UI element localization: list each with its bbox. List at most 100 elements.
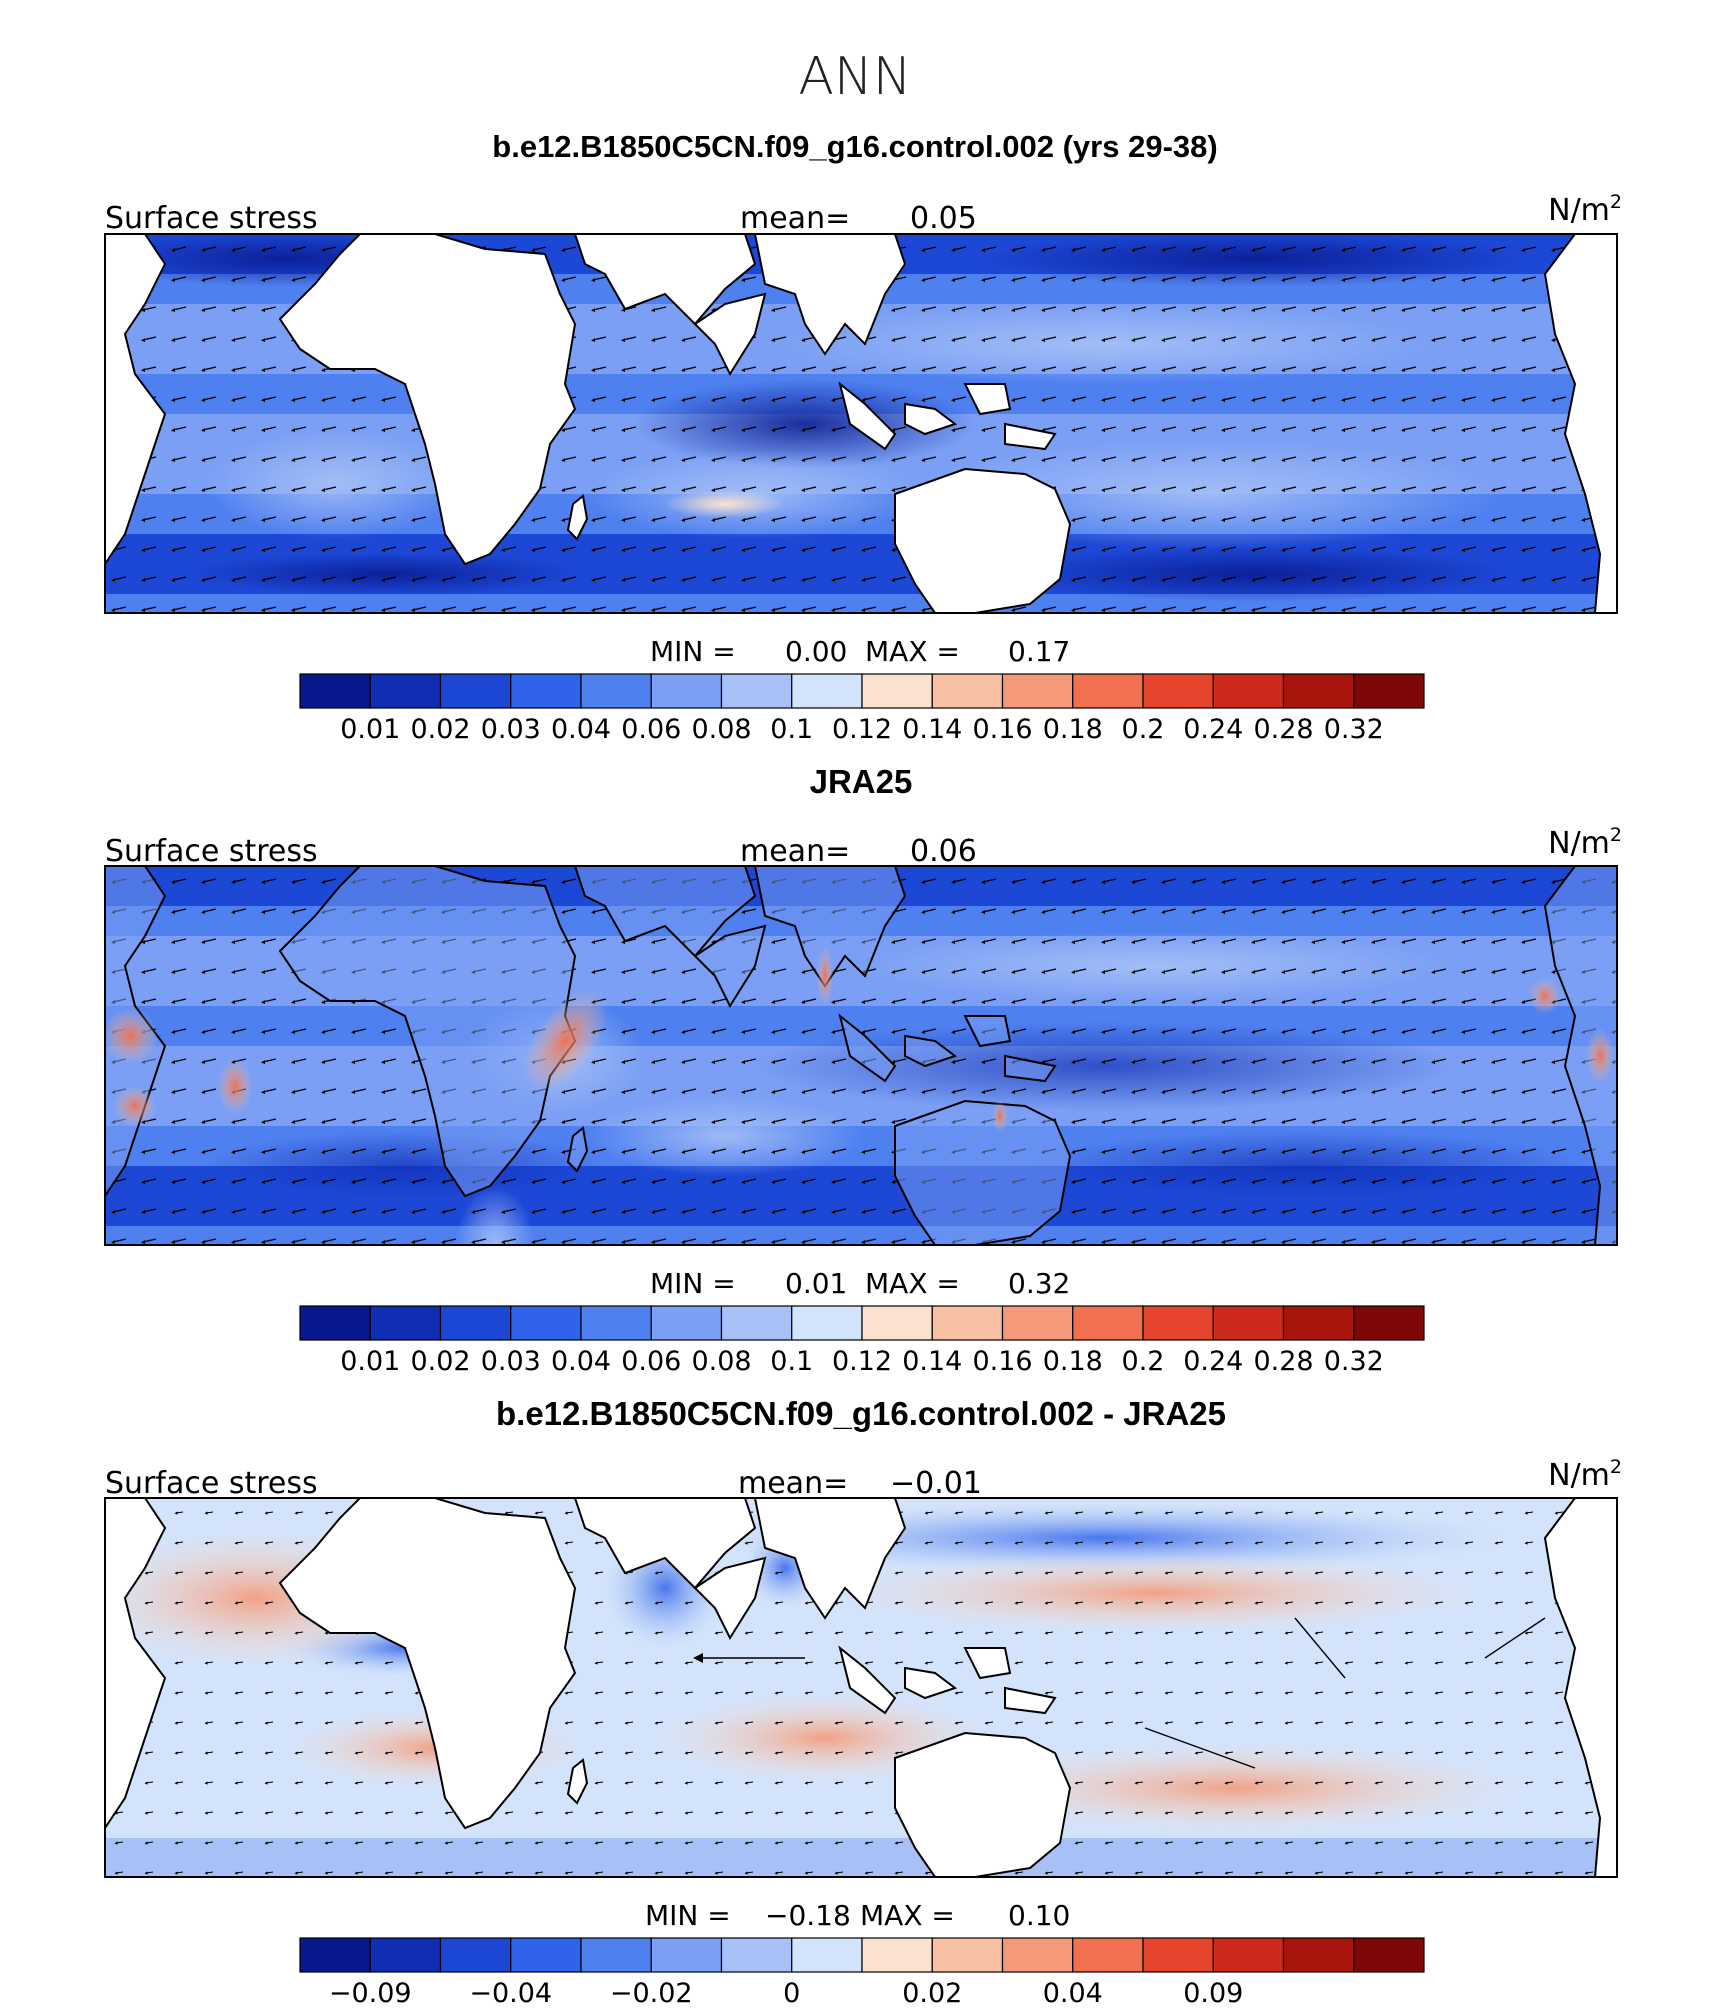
- colorbar-swatch: [931, 673, 1004, 709]
- colorbar-swatch: [299, 1937, 371, 1973]
- colorbar-swatch: [1353, 1305, 1425, 1341]
- map-area: [105, 866, 1617, 1245]
- colorbar-swatch: [861, 1305, 933, 1341]
- min-value: −0.18: [765, 1899, 851, 1932]
- colorbar-swatch: [580, 1305, 652, 1341]
- colorbar-tick-label: 0.2: [1122, 1346, 1165, 1377]
- min-value: 0.01: [785, 1267, 847, 1300]
- panel-title: b.e12.B1850C5CN.f09_g16.control.002 (yrs…: [492, 129, 1217, 164]
- panel-3: b.e12.B1850C5CN.f09_g16.control.002 - JR…: [104, 1395, 1622, 2009]
- colorbar-swatch: [1353, 673, 1425, 709]
- colorbar-tick-label: 0.04: [551, 714, 611, 745]
- units-label: N/m2: [1548, 824, 1622, 861]
- colorbar-swatch: [439, 1305, 512, 1341]
- colorbar-tick-label: 0.24: [1183, 714, 1243, 745]
- mean-label: mean=: [740, 201, 850, 236]
- field-label: Surface stress: [105, 834, 318, 869]
- colorbar-tick-label: 0.1: [770, 714, 813, 745]
- mean-value: 0.06: [910, 834, 977, 869]
- colorbar-tick-label: 0: [783, 1978, 800, 2009]
- colorbar-swatch: [510, 1937, 582, 1973]
- colorbar-tick-label: 0.32: [1324, 714, 1384, 745]
- colorbar-swatch: [1212, 673, 1285, 709]
- units-label: N/m2: [1548, 1456, 1622, 1493]
- figure-title: ANN: [798, 47, 911, 107]
- panel-1: b.e12.B1850C5CN.f09_g16.control.002 (yrs…: [104, 129, 1622, 745]
- colorbar-tick-label: −0.04: [469, 1978, 552, 2009]
- colorbar: 0.01 0.02 0.03 0.04 0.06 0.08 0.1 0.12 0.14 0.16 0…: [299, 673, 1425, 745]
- min-value: 0.00: [785, 635, 847, 668]
- colorbar-tick-label: 0.02: [410, 1346, 470, 1377]
- min-label: MIN =: [650, 1267, 736, 1300]
- colorbar-tick-label: 0.12: [832, 1346, 892, 1377]
- colorbar-swatch: [299, 673, 371, 709]
- max-value: 0.32: [1008, 1267, 1070, 1300]
- colorbar-tick-label: 0.1: [770, 1346, 813, 1377]
- colorbar-tick-label: 0.08: [691, 1346, 751, 1377]
- panel-2: JRA25 Surface stress mean= 0.06 N/m2: [104, 763, 1622, 1377]
- colorbar-tick-label: 0.18: [1043, 1346, 1103, 1377]
- colorbar: 0.01 0.02 0.03 0.04 0.06 0.08 0.1 0.12 0.14 0.16 0…: [299, 1305, 1425, 1377]
- colorbar-swatch: [510, 1305, 582, 1341]
- colorbar-tick-label: −0.09: [329, 1978, 412, 2009]
- colorbar-tick-label: 0.16: [972, 714, 1032, 745]
- colorbar-swatch: [1001, 1937, 1074, 1973]
- colorbar-swatch: [791, 1305, 863, 1341]
- colorbar-swatch: [861, 1937, 933, 1973]
- colorbar-tick-label: 0.18: [1043, 714, 1103, 745]
- colorbar-swatch: [1212, 1937, 1285, 1973]
- colorbar-swatch: [931, 1305, 1004, 1341]
- colorbar-swatch: [1072, 673, 1144, 709]
- colorbar-swatch: [1353, 1937, 1425, 1973]
- colorbar-swatch: [791, 1937, 863, 1973]
- colorbar-swatch: [1142, 1937, 1214, 1973]
- colorbar-swatch: [580, 1937, 652, 1973]
- max-value: 0.10: [1008, 1899, 1070, 1932]
- max-label: MAX =: [860, 1899, 955, 1932]
- field-label: Surface stress: [105, 201, 318, 236]
- colorbar-swatch: [369, 1305, 442, 1341]
- colorbar-tick-label: 0.02: [902, 1978, 962, 2009]
- colorbar-swatch: [791, 673, 863, 709]
- colorbar-tick-label: 0.14: [902, 714, 962, 745]
- colorbar-tick-label: 0.14: [902, 1346, 962, 1377]
- colorbar-tick-label: 0.2: [1122, 714, 1165, 745]
- colorbar-tick-label: 0.09: [1183, 1978, 1243, 2009]
- mean-value: 0.05: [910, 201, 977, 236]
- colorbar-tick-label: 0.06: [621, 1346, 681, 1377]
- colorbar-tick-label: 0.28: [1253, 1346, 1313, 1377]
- panel-title: b.e12.B1850C5CN.f09_g16.control.002 - JR…: [496, 1395, 1226, 1432]
- min-label: MIN =: [650, 635, 736, 668]
- colorbar-tick-label: 0.03: [481, 1346, 541, 1377]
- colorbar-tick-label: 0.06: [621, 714, 681, 745]
- colorbar-swatch: [1282, 1937, 1355, 1973]
- colorbar-tick-label: 0.02: [410, 714, 470, 745]
- max-value: 0.17: [1008, 635, 1070, 668]
- colorbar-tick-label: 0.16: [972, 1346, 1032, 1377]
- colorbar-swatch: [720, 673, 793, 709]
- colorbar-tick-label: 0.04: [1043, 1978, 1103, 2009]
- max-label: MAX =: [865, 1267, 960, 1300]
- colorbar-swatch: [931, 1937, 1004, 1973]
- colorbar-tick-label: 0.01: [340, 1346, 400, 1377]
- colorbar-swatch: [861, 673, 933, 709]
- mean-value: −0.01: [890, 1466, 982, 1501]
- colorbar-swatch: [1072, 1305, 1144, 1341]
- colorbar-swatch: [650, 1937, 723, 1973]
- colorbar-tick-label: 0.04: [551, 1346, 611, 1377]
- colorbar-swatch: [1072, 1937, 1144, 1973]
- colorbar-tick-label: 0.28: [1253, 714, 1313, 745]
- colorbar-swatch: [439, 1937, 512, 1973]
- colorbar-swatch: [510, 673, 582, 709]
- colorbar: −0.09 −0.04 −0.02 0 0.02 0.04 0.09: [299, 1937, 1425, 2009]
- colorbar-swatch: [1212, 1305, 1285, 1341]
- colorbar-swatch: [1001, 673, 1074, 709]
- map-frame: [104, 1497, 1618, 1878]
- colorbar-swatch: [369, 673, 442, 709]
- colorbar-tick-label: 0.32: [1324, 1346, 1384, 1377]
- mean-label: mean=: [738, 1466, 848, 1501]
- field-label: Surface stress: [105, 1466, 318, 1501]
- colorbar-swatch: [720, 1937, 793, 1973]
- map-area: [105, 234, 1617, 613]
- colorbar-swatch: [580, 673, 652, 709]
